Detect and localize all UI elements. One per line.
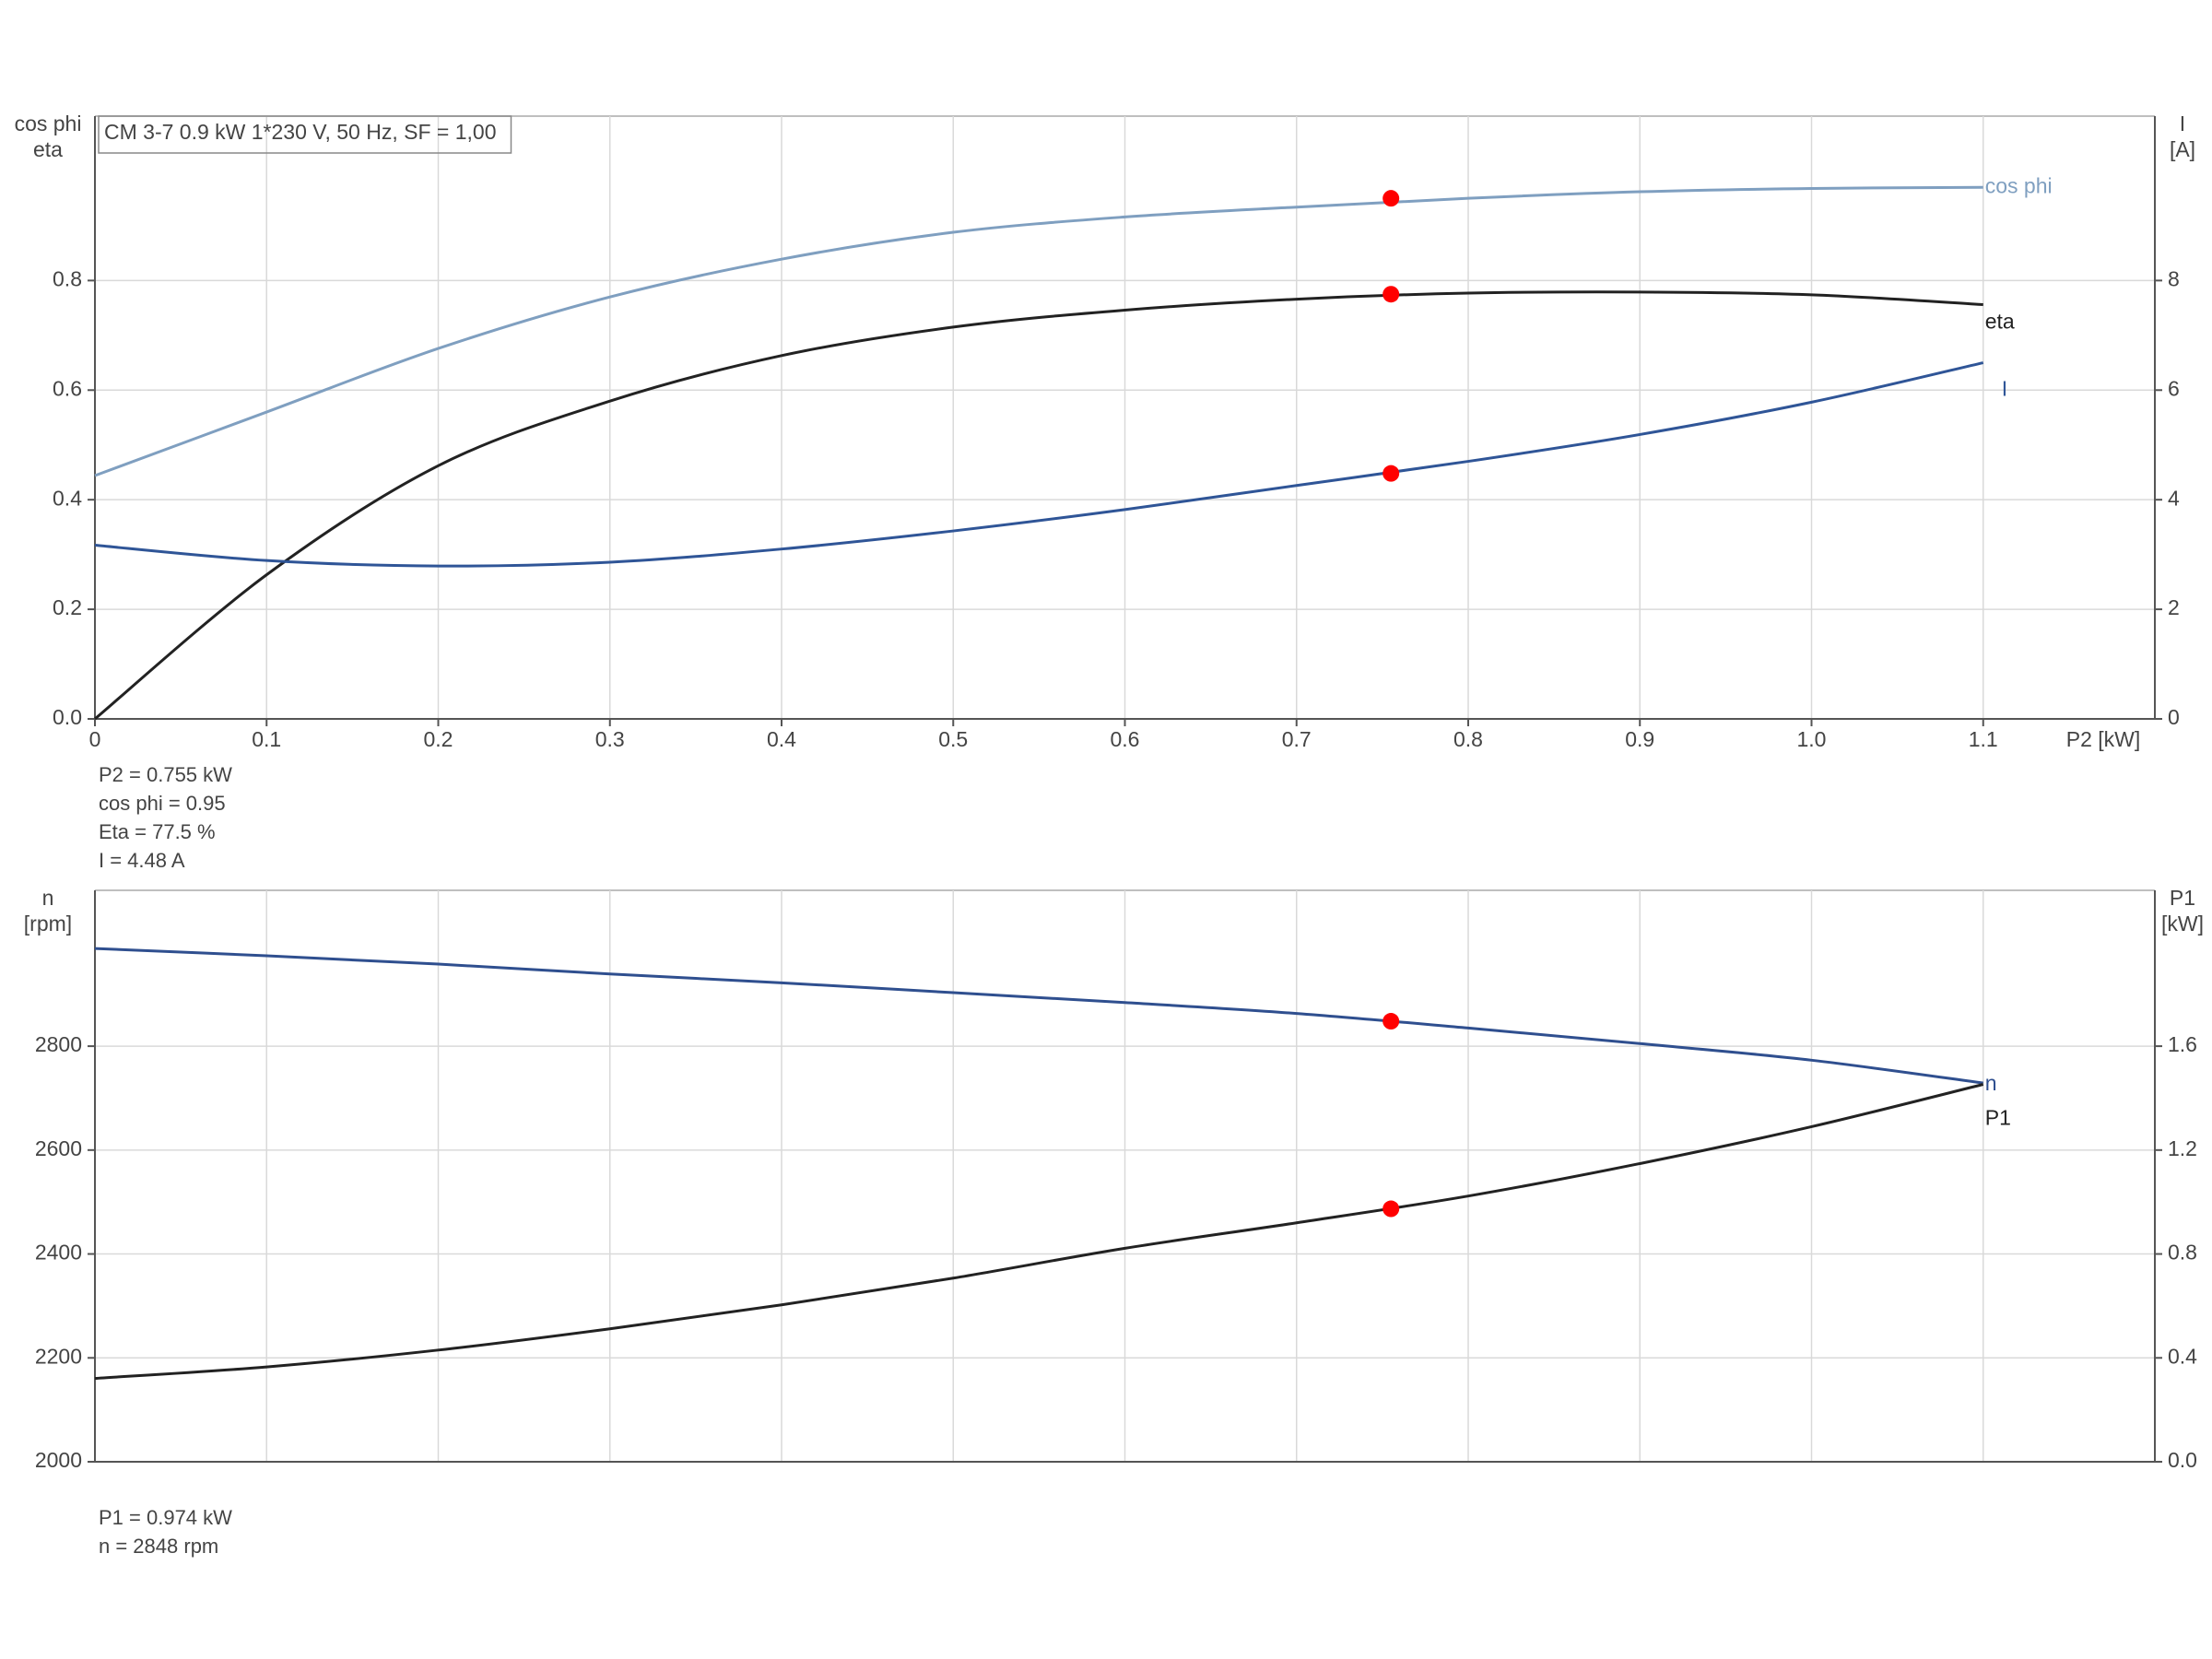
x-tick-label: 0.4: [767, 727, 796, 751]
y2-tick-label: 1.6: [2168, 1032, 2197, 1056]
x-tick-label: 1.0: [1797, 727, 1827, 751]
annotation: P2 = 0.755 kW: [99, 763, 232, 786]
x-tick-label: 0.6: [1111, 727, 1140, 751]
x-tick-label: 0.7: [1282, 727, 1312, 751]
series-label: P1: [1985, 1106, 2011, 1130]
y-axis-label: cos phi: [15, 112, 82, 135]
x-tick-label: 0.2: [424, 727, 453, 751]
y-axis-label: eta: [33, 137, 63, 161]
x-tick-label: 0.1: [252, 727, 281, 751]
x-tick-label: 0: [89, 727, 101, 751]
series-label: I: [2002, 377, 2007, 401]
operating-point: [1382, 1013, 1400, 1030]
x-tick-label: 1.1: [1969, 727, 1998, 751]
y-axis-label: n: [42, 886, 54, 910]
y2-tick-label: 8: [2168, 266, 2180, 290]
operating-point: [1382, 465, 1400, 482]
series-line: [94, 1083, 1984, 1381]
series-line: [94, 185, 1983, 477]
operating-point: [1382, 286, 1400, 303]
y2-tick-label: 1.2: [2168, 1136, 2197, 1160]
y2-axis-label: [A]: [2170, 137, 2195, 161]
x-tick-label: 0.5: [938, 727, 968, 751]
y-axis-label: [rpm]: [24, 912, 72, 935]
y-tick-label: 0.2: [53, 595, 82, 619]
x-tick-label: 0.3: [595, 727, 625, 751]
y2-axis-label: I: [2180, 112, 2185, 135]
x-axis-label: P2 [kW]: [2066, 727, 2141, 751]
series-line: [94, 947, 1983, 1085]
annotation: I = 4.48 A: [99, 849, 185, 872]
y-tick-label: 2600: [35, 1136, 82, 1160]
y2-tick-label: 0: [2168, 705, 2180, 729]
annotation: n = 2848 rpm: [99, 1535, 218, 1558]
y2-tick-label: 0.4: [2168, 1344, 2197, 1368]
x-tick-label: 0.8: [1453, 727, 1483, 751]
y-tick-label: 0.4: [53, 486, 82, 510]
y2-tick-label: 0.8: [2168, 1241, 2197, 1265]
y-tick-label: 2400: [35, 1241, 82, 1265]
y2-axis-label: [kW]: [2161, 912, 2204, 935]
series-line: [94, 361, 1984, 568]
y2-tick-label: 0.0: [2168, 1448, 2197, 1472]
title-box: [98, 115, 512, 154]
series-label: cos phi: [1985, 173, 2053, 197]
series-label: eta: [1985, 310, 2015, 334]
y-tick-label: 0.6: [53, 376, 82, 400]
operating-point: [1382, 190, 1400, 207]
chart-title: CM 3-7 0.9 kW 1*230 V, 50 Hz, SF = 1,00: [104, 120, 497, 144]
annotation: cos phi = 0.95: [99, 792, 226, 815]
y2-tick-label: 2: [2168, 595, 2180, 619]
y2-tick-label: 6: [2168, 376, 2180, 400]
annotation: P1 = 0.974 kW: [99, 1506, 232, 1529]
series-label: n: [1985, 1071, 1997, 1095]
y-tick-label: 0.0: [53, 705, 82, 729]
y2-axis-label: P1: [2170, 886, 2195, 910]
y-tick-label: 2000: [35, 1448, 82, 1472]
x-tick-label: 0.9: [1625, 727, 1654, 751]
annotation: Eta = 77.5 %: [99, 820, 216, 843]
y-tick-label: 0.8: [53, 266, 82, 290]
y2-tick-label: 4: [2168, 486, 2180, 510]
series-line: [94, 290, 1983, 721]
operating-point: [1382, 1200, 1400, 1218]
y-tick-label: 2800: [35, 1032, 82, 1056]
y-tick-label: 2200: [35, 1344, 82, 1368]
